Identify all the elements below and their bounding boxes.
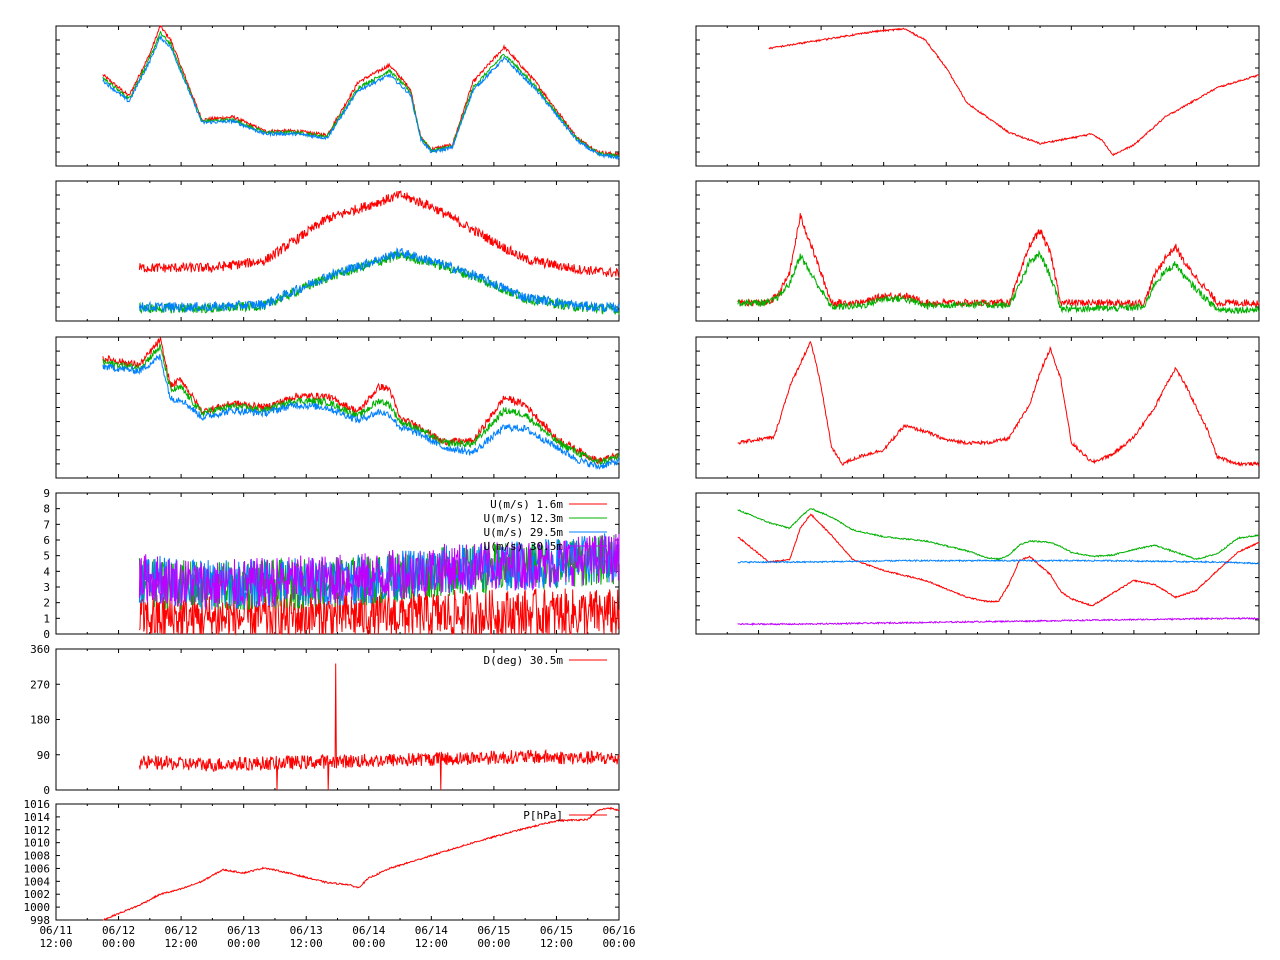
- y-tick-label: 3: [43, 581, 50, 594]
- legend-label: U(m/s) 1.6m: [490, 498, 563, 511]
- y-tick-label: 1008: [24, 850, 51, 863]
- x-tick-label: 00:00: [227, 937, 260, 950]
- x-tick-label: 06/15: [540, 924, 573, 937]
- y-tick-label: 6: [43, 534, 50, 547]
- x-tick-label: 12:00: [290, 937, 323, 950]
- x-tick-label: 12:00: [540, 937, 573, 950]
- plot-frame: [695, 25, 1260, 167]
- x-tick-label: 12:00: [165, 937, 198, 950]
- series-line-temp-profile-2-0: [102, 337, 620, 465]
- series-line-wind-direction-0: [138, 663, 620, 791]
- plot-frame: [695, 336, 1260, 479]
- y-tick-label: 8: [43, 503, 50, 516]
- series-line-right-panel-4-1: [737, 508, 1259, 562]
- y-tick-label: 0: [43, 784, 50, 797]
- series-line-right-panel-3-0: [737, 340, 1260, 467]
- x-tick-label: 06/11: [39, 924, 72, 937]
- x-tick-label: 06/14: [415, 924, 448, 937]
- series-line-right-panel-4-0: [737, 513, 1260, 607]
- y-tick-label: 270: [30, 678, 50, 691]
- y-tick-label: 1006: [24, 862, 51, 875]
- legend-label: P[hPa]: [523, 809, 563, 822]
- y-tick-label: 4: [43, 565, 50, 578]
- x-tick-label: 06/13: [227, 924, 260, 937]
- legend-label: U(m/s) 12.3m: [484, 512, 564, 525]
- y-tick-label: 1000: [24, 901, 51, 914]
- series-line-temp-profile-0: [102, 25, 620, 158]
- x-tick-label: 06/12: [165, 924, 198, 937]
- y-tick-label: 1002: [24, 888, 51, 901]
- y-tick-label: 90: [37, 749, 50, 762]
- y-tick-label: 5: [43, 550, 50, 563]
- series-line-right-panel-2-0: [737, 213, 1260, 309]
- chart-wind-direction: 0 90 180 270 360 D(deg) 30.5m: [30, 643, 620, 797]
- series-line-humidity-profile-2: [138, 247, 620, 314]
- series-line-right-panel-4-3: [737, 616, 1260, 627]
- legend-label: U(m/s) 29.5m: [484, 526, 564, 539]
- legend-label: U(m/s) 30.5m: [484, 540, 564, 553]
- y-tick-label: 1: [43, 612, 50, 625]
- x-tick-label: 06/13: [290, 924, 323, 937]
- y-tick-label: 360: [30, 643, 50, 656]
- series-line-temp-profile-1: [102, 30, 620, 159]
- y-tick-label: 180: [30, 714, 50, 727]
- x-tick-label: 06/15: [477, 924, 510, 937]
- x-tick-label: 00:00: [477, 937, 510, 950]
- x-tick-label: 00:00: [102, 937, 135, 950]
- series-line-wind-speed-3: [138, 533, 620, 610]
- chart-right-panel-4: [695, 492, 1260, 635]
- x-tick-label: 12:00: [415, 937, 448, 950]
- y-tick-label: 1016: [24, 798, 51, 811]
- y-tick-label: 7: [43, 518, 50, 531]
- chart-right-panel-3: [695, 336, 1260, 479]
- y-tick-label: 1012: [24, 824, 51, 837]
- y-tick-label: 1004: [24, 875, 51, 888]
- plot-frame: [695, 492, 1260, 635]
- series-line-right-panel-4-2: [737, 558, 1260, 565]
- plot-frame: [55, 25, 620, 167]
- x-tick-label: 06/12: [102, 924, 135, 937]
- x-tick-label: 06/14: [352, 924, 385, 937]
- chart-humidity-profile: [55, 180, 620, 322]
- x-tick-label: 00:00: [602, 937, 635, 950]
- y-tick-label: 2: [43, 597, 50, 610]
- chart-right-panel-2: [695, 180, 1260, 322]
- series-line-temp-profile-2: [102, 34, 620, 161]
- x-tick-label: 06/16: [602, 924, 635, 937]
- x-tick-label: 00:00: [352, 937, 385, 950]
- x-axis-labels: 06/1112:0006/1200:0006/1212:0006/1300:00…: [39, 924, 635, 950]
- series-line-right-panel-2-1: [737, 249, 1260, 314]
- series-line-pressure-0: [102, 806, 620, 921]
- chart-temp-profile: [55, 25, 620, 167]
- series-line-temp-profile-2-1: [102, 342, 620, 466]
- series-line-temp-profile-2-2: [102, 354, 620, 471]
- y-tick-label: 9: [43, 487, 50, 500]
- y-tick-label: 1014: [24, 811, 51, 824]
- chart-temp-profile-2: [55, 336, 620, 479]
- series-line-humidity-profile-0: [138, 190, 620, 278]
- y-tick-label: 0: [43, 628, 50, 641]
- y-tick-label: 998: [30, 914, 50, 927]
- y-tick-label: 1010: [24, 837, 51, 850]
- series-line-wind-speed-0: [138, 588, 620, 636]
- chart-right-panel-1: [695, 25, 1260, 167]
- legend-label: D(deg) 30.5m: [484, 654, 564, 667]
- x-tick-label: 12:00: [39, 937, 72, 950]
- series-line-right-panel-1-0: [768, 27, 1260, 157]
